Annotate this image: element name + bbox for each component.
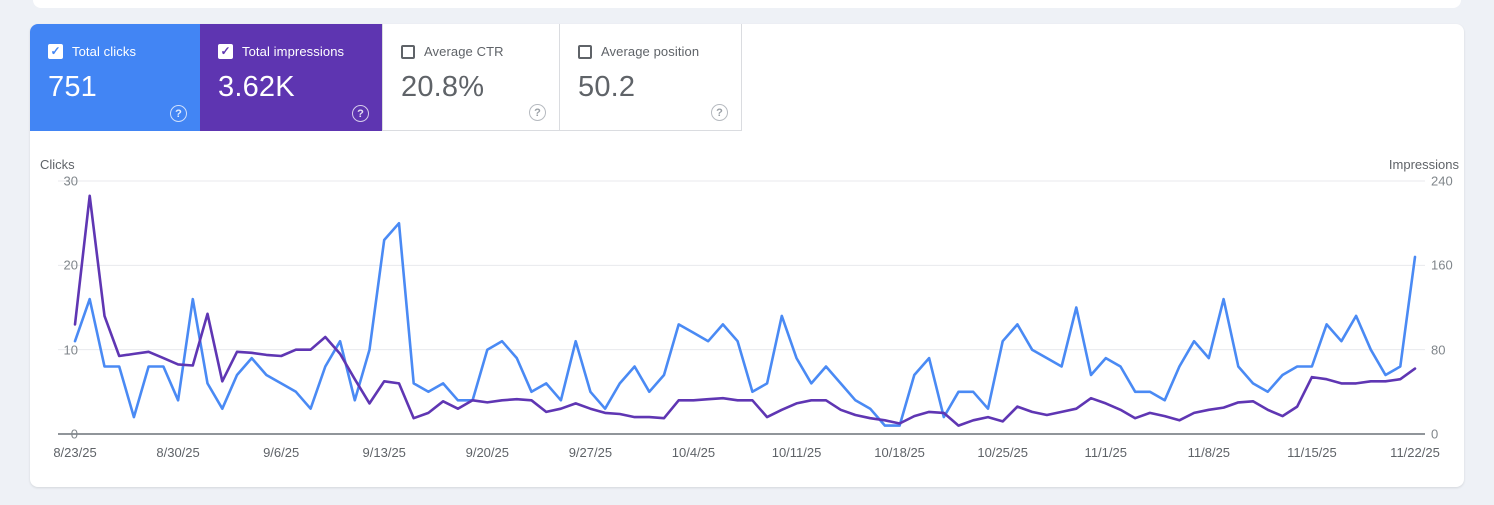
date-tick-label: 11/1/25 — [1084, 445, 1127, 460]
date-tick-label: 10/18/25 — [874, 445, 925, 460]
metric-value: 3.62K — [218, 71, 295, 103]
checkbox-average-ctr[interactable] — [401, 44, 415, 59]
right-tick-label: 80 — [1431, 342, 1446, 358]
metric-value: 50.2 — [578, 71, 636, 103]
metric-cards-row: ✓ Total clicks 751 ? ✓ Total impressions… — [30, 24, 1464, 131]
metric-card-total-impressions[interactable]: ✓ Total impressions 3.62K ? — [200, 24, 382, 131]
date-tick-label: 9/27/25 — [568, 445, 613, 460]
date-tick-label: 11/15/25 — [1287, 445, 1337, 460]
metric-card-average-ctr[interactable]: Average CTR 20.8% ? — [382, 24, 560, 131]
right-tick-label: 160 — [1431, 257, 1453, 273]
help-icon[interactable]: ? — [170, 105, 187, 122]
date-tick-label: 11/8/25 — [1187, 445, 1231, 460]
date-tick-label: 9/13/25 — [362, 445, 406, 460]
series-line-clicks — [73, 221, 1417, 427]
series-line-impressions — [73, 194, 1417, 427]
left-tick-label: 20 — [63, 257, 78, 273]
right-axis-title: Impressions — [1388, 157, 1459, 172]
metric-label: Average position — [601, 44, 700, 59]
metric-card-total-clicks[interactable]: ✓ Total clicks 751 ? — [30, 24, 200, 131]
date-tick-label: 10/4/25 — [671, 445, 716, 460]
right-tick-label: 240 — [1431, 173, 1453, 189]
metric-label: Total impressions — [242, 44, 345, 59]
date-tick-label: 10/11/25 — [771, 445, 822, 460]
checkbox-total-impressions[interactable]: ✓ — [218, 44, 233, 59]
previous-card-bottom-edge — [33, 0, 1461, 8]
metric-value: 751 — [48, 71, 97, 103]
left-axis-title: Clicks — [40, 157, 75, 172]
date-tick-label: 10/25/25 — [977, 445, 1028, 460]
help-icon[interactable]: ? — [529, 104, 546, 121]
metric-value: 20.8% — [401, 71, 485, 103]
performance-chart[interactable]: Clicks Impressions 30 20 10 0 240 160 80 0 8/2… — [30, 131, 1464, 487]
help-icon[interactable]: ? — [711, 104, 728, 121]
date-tick-label: 9/20/25 — [465, 445, 509, 460]
date-tick-label: 9/6/25 — [263, 445, 300, 460]
checkbox-average-position[interactable] — [578, 44, 592, 59]
left-tick-label: 0 — [70, 426, 78, 442]
date-tick-label: 11/22/25 — [1390, 445, 1440, 460]
right-tick-label: 0 — [1431, 426, 1439, 442]
checkbox-total-clicks[interactable]: ✓ — [48, 44, 63, 59]
date-tick-label: 8/30/25 — [156, 445, 200, 460]
metric-card-average-position[interactable]: Average position 50.2 ? — [560, 24, 742, 131]
metric-label: Average CTR — [424, 44, 504, 59]
left-tick-label: 10 — [63, 342, 78, 358]
date-tick-label: 8/23/25 — [53, 445, 97, 460]
chart-canvas — [58, 180, 1425, 435]
left-tick-label: 30 — [63, 173, 78, 189]
performance-panel: ✓ Total clicks 751 ? ✓ Total impressions… — [30, 24, 1464, 487]
metric-label: Total clicks — [72, 44, 137, 59]
help-icon[interactable]: ? — [352, 105, 369, 122]
